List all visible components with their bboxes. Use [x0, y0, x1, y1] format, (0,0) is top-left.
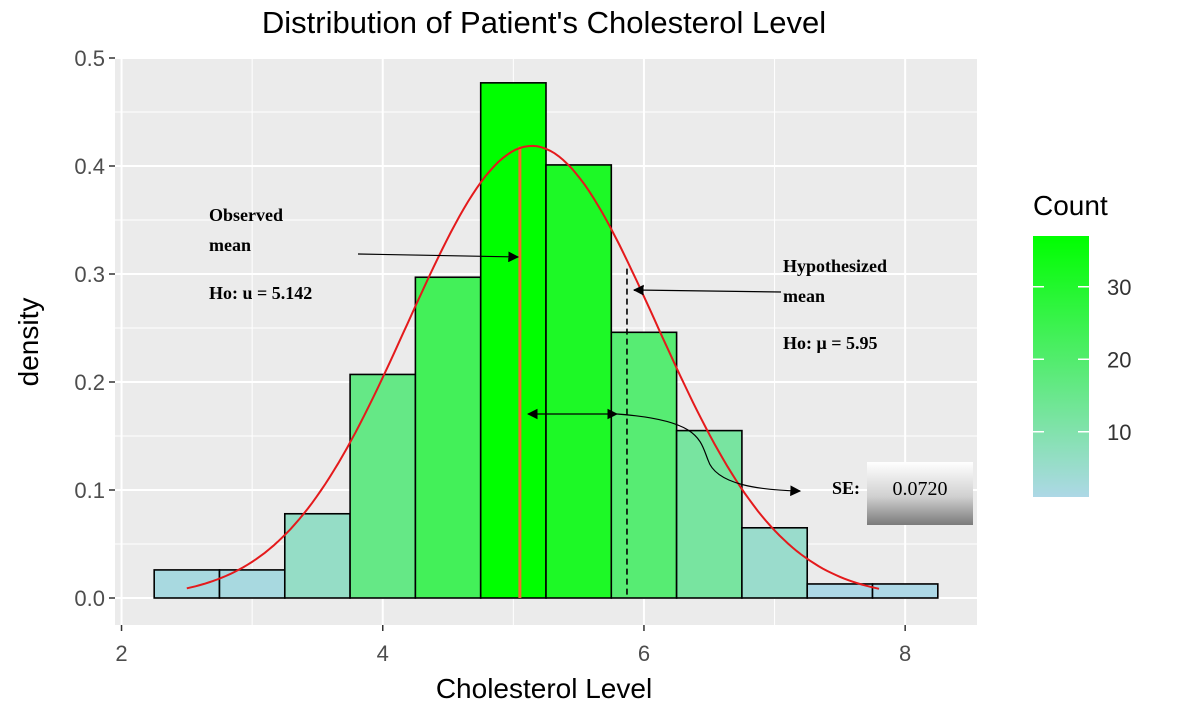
y-tick-label: 0.0 [74, 586, 105, 611]
reference-lines [518, 146, 628, 598]
hypothesized-mean-arrow [632, 284, 782, 296]
histogram-bar-11 [806, 583, 874, 599]
y-tick-label: 0.2 [74, 370, 105, 395]
legend: Count 10 20 30 [1033, 190, 1131, 497]
legend-tick-label: 10 [1107, 420, 1131, 445]
annotation-arrows [357, 251, 802, 497]
histogram-bar-1 [153, 569, 221, 599]
hypothesized-mean-label-line2: mean [783, 286, 825, 306]
observed-mean-label-line1: Observed [209, 205, 283, 225]
histogram-bar-7 [545, 164, 613, 599]
y-tick-label: 0.5 [74, 46, 105, 71]
histogram-bar-6 [479, 82, 547, 599]
y-tick-label: 0.1 [74, 478, 105, 503]
chart-title: Distribution of Patient's Cholesterol Le… [262, 5, 826, 40]
x-axis-title: Cholesterol Level [436, 673, 652, 704]
hypothesized-mean-value: Ho: μ = 5.95 [783, 333, 877, 353]
legend-tick-label: 20 [1107, 347, 1131, 372]
x-tick-label: 4 [377, 641, 389, 666]
se-label: SE: [832, 478, 860, 498]
observed-mean-arrow [357, 251, 520, 263]
histogram-bar-8 [610, 331, 678, 599]
histogram-bar-10 [741, 526, 809, 599]
histogram-bars [153, 82, 939, 599]
se-value-box [867, 462, 973, 525]
legend-ticks: 10 20 30 [1033, 275, 1131, 445]
y-axis-title: density [13, 298, 44, 387]
legend-tick-label: 30 [1107, 275, 1131, 300]
annotations: Observed mean Ho: u = 5.142 Hypothesized… [209, 205, 973, 525]
normal-curve-line [186, 144, 880, 590]
y-axis: 0.0 0.1 0.2 0.3 0.4 0.5 [74, 46, 115, 611]
histogram-bar-9 [675, 429, 743, 599]
x-tick-label: 6 [638, 641, 650, 666]
y-tick-label: 0.3 [74, 262, 105, 287]
observed-mean-label-line2: mean [209, 235, 251, 255]
histogram-bar-5 [414, 276, 482, 599]
x-tick-label: 8 [899, 641, 911, 666]
hypothesized-mean-label-line1: Hypothesized [783, 256, 887, 276]
se-pointer-arrow [616, 413, 802, 497]
x-axis: 2 4 6 8 [115, 625, 911, 666]
histogram-bar-12 [871, 583, 939, 599]
histogram-bar-3 [283, 512, 351, 599]
histogram-bar-4 [349, 373, 417, 599]
se-value: 0.0720 [893, 478, 948, 500]
legend-title: Count [1033, 190, 1108, 221]
observed-mean-value: Ho: u = 5.142 [209, 283, 312, 303]
x-tick-label: 2 [115, 641, 127, 666]
y-tick-label: 0.4 [74, 154, 105, 179]
legend-colorbar [1033, 236, 1089, 497]
